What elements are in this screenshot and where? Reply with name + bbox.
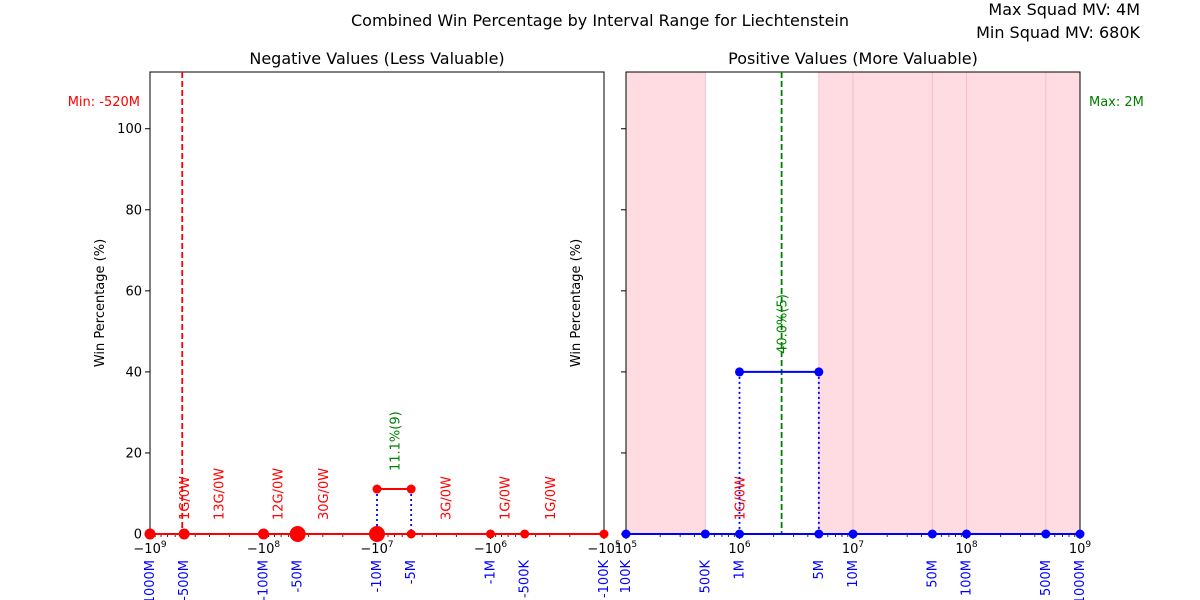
category-tick-label: -100K xyxy=(597,560,612,599)
x-major-tick-label-2: −107 xyxy=(360,540,393,557)
y-tick-label-80: 80 xyxy=(125,203,142,218)
highlight-label: 40.0%(5) xyxy=(776,294,791,354)
data-point-7 xyxy=(406,529,416,539)
data-point-5 xyxy=(814,529,824,539)
shaded-range-0 xyxy=(626,72,706,534)
category-tick-label: 500M xyxy=(1039,560,1054,596)
category-tick-label: 500K xyxy=(698,560,713,594)
x-major-tick-label-0: 105 xyxy=(615,540,637,557)
data-point-4 xyxy=(814,367,824,377)
data-point-1 xyxy=(700,529,710,539)
y-tick-label-0: 0 xyxy=(134,528,142,543)
interval-label-6: 1G/0W xyxy=(544,476,559,520)
y-tick-label-40: 40 xyxy=(125,365,142,380)
category-tick-label: 5M xyxy=(812,560,827,580)
positive-panel: Positive Values (More Valuable) Win Perce… xyxy=(569,49,1144,600)
suptitle: Combined Win Percentage by Interval Rang… xyxy=(351,11,849,30)
data-point-8 xyxy=(486,529,495,539)
data-point-0 xyxy=(144,528,156,540)
shaded-range-1 xyxy=(818,72,1080,534)
x-major-tick-label-2: 107 xyxy=(842,540,864,557)
x-major-tick-label-1: 106 xyxy=(728,540,751,557)
data-point-6 xyxy=(406,484,416,494)
interval-label-0: 1G/0W xyxy=(178,476,193,520)
y-tick-label-60: 60 xyxy=(125,284,142,299)
min-squad-mv: Min Squad MV: 680K xyxy=(976,23,1140,42)
interval-label-5: 1G/0W xyxy=(499,476,514,520)
interval-label-4: 3G/0W xyxy=(439,476,454,520)
category-tick-label: 100M xyxy=(960,560,975,596)
category-tick-label: -1M xyxy=(484,560,499,584)
y-tick-label-20: 20 xyxy=(125,446,142,461)
x-major-tick-label-3: 108 xyxy=(955,540,978,557)
category-tick-label: -1000M xyxy=(143,560,158,600)
category-tick-label: -5M xyxy=(404,560,419,584)
y-axis-label: Win Percentage (%) xyxy=(569,239,584,367)
data-point-9 xyxy=(520,529,530,539)
x-major-tick-label-4: 109 xyxy=(1069,540,1092,557)
panel-title: Positive Values (More Valuable) xyxy=(728,49,978,68)
y-tick-label-100: 100 xyxy=(117,122,142,137)
data-point-10 xyxy=(599,529,609,539)
data-point-2 xyxy=(258,528,269,540)
interval-label-1: 13G/0W xyxy=(212,468,227,520)
x-major-tick-label-4: −105 xyxy=(587,540,620,557)
x-major-tick-label-3: −106 xyxy=(474,540,507,557)
category-tick-label: -50M xyxy=(291,560,306,592)
data-point-6 xyxy=(848,529,858,539)
x-major-tick-label-0: −109 xyxy=(133,540,166,557)
panel-title: Negative Values (Less Valuable) xyxy=(249,49,504,68)
data-point-3 xyxy=(735,367,744,377)
interval-label-3: 30G/0W xyxy=(317,468,332,520)
highlight-label: 11.1%(9) xyxy=(389,411,404,471)
category-tick-label: 100K xyxy=(619,560,634,594)
data-point-9 xyxy=(1041,529,1051,539)
data-point-5 xyxy=(372,484,382,494)
category-tick-label: -500K xyxy=(518,560,533,599)
category-tick-label: 10M xyxy=(846,560,861,588)
data-point-4 xyxy=(369,526,385,542)
data-point-3 xyxy=(289,526,306,542)
x-major-tick-label-1: −108 xyxy=(247,540,280,557)
data-point-8 xyxy=(962,529,971,539)
category-tick-label: 1M xyxy=(733,560,748,580)
negative-panel: Negative Values (Less Valuable) Win Perce… xyxy=(68,49,621,600)
data-point-1 xyxy=(178,528,190,540)
plot-frame xyxy=(149,71,605,535)
category-tick-label: 1000M xyxy=(1073,560,1088,600)
reference-label: Max: 2M xyxy=(1089,95,1144,110)
y-axis-label: Win Percentage (%) xyxy=(93,239,108,367)
category-tick-label: -500M xyxy=(177,560,192,600)
data-point-10 xyxy=(1075,529,1085,539)
reference-label: Min: -520M xyxy=(68,95,140,110)
interval-label-2: 12G/0W xyxy=(272,468,287,520)
data-point-7 xyxy=(927,529,937,539)
max-squad-mv: Max Squad MV: 4M xyxy=(988,0,1140,19)
interval-label-0: 1G/0W xyxy=(734,476,749,520)
category-tick-label: 50M xyxy=(925,560,940,588)
category-tick-label: -100M xyxy=(257,560,272,600)
data-point-2 xyxy=(735,529,744,539)
category-tick-label: -10M xyxy=(370,560,385,592)
data-point-0 xyxy=(621,529,631,539)
